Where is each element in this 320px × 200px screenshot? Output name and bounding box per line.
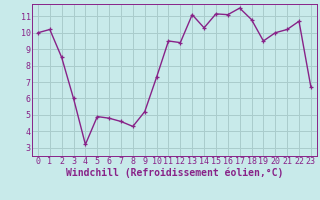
X-axis label: Windchill (Refroidissement éolien,°C): Windchill (Refroidissement éolien,°C) [66, 168, 283, 178]
